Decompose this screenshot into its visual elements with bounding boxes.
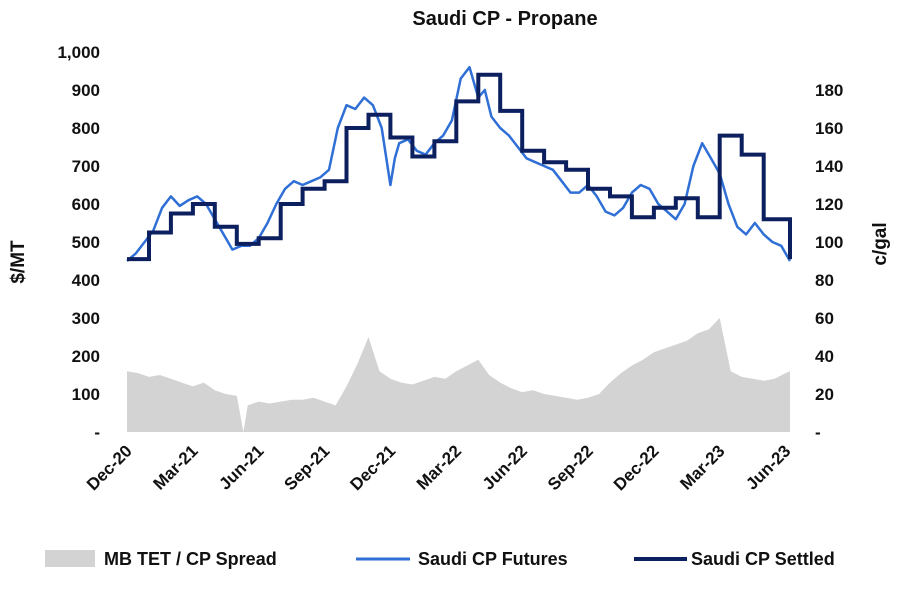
y-tick-label: 300 xyxy=(72,309,100,328)
legend-label-settled: Saudi CP Settled xyxy=(691,549,835,569)
y2-tick-label: 140 xyxy=(815,157,843,176)
settled-step-line xyxy=(127,72,792,262)
y-tick-label: 900 xyxy=(72,81,100,100)
y2-tick-label: 100 xyxy=(815,233,843,252)
y2-tick-label: 80 xyxy=(815,271,834,290)
y2-tick-label: 20 xyxy=(815,385,834,404)
y-tick-label: 200 xyxy=(72,347,100,366)
legend-swatch-spread xyxy=(45,550,95,567)
chart-title: Saudi CP - Propane xyxy=(412,8,597,30)
x-tick-label: Dec-22 xyxy=(610,441,663,494)
futures-line-layer xyxy=(126,65,792,262)
x-axis: Dec-20 Mar-21 Jun-21 Sep-21 Dec-21 Mar-22 Jun-… xyxy=(83,441,794,494)
y2-tick-label: - xyxy=(815,423,821,442)
x-tick-label: Dec-21 xyxy=(346,441,399,494)
y2-tick-label: 40 xyxy=(815,347,834,366)
y2-tick-label: 180 xyxy=(815,81,843,100)
y-axis-left: - 100 200 300 400 500 600 700 800 900 1,000 xyxy=(57,43,100,442)
x-tick-label: Dec-20 xyxy=(83,441,136,494)
y-tick-label: 600 xyxy=(72,195,100,214)
x-tick-label: Mar-23 xyxy=(676,441,728,493)
x-tick-label: Jun-21 xyxy=(215,441,267,493)
spread-area xyxy=(127,318,790,432)
legend: MB TET / CP Spread Saudi CP Futures Saud… xyxy=(45,549,835,569)
x-tick-label: Jun-23 xyxy=(742,441,794,493)
y2-tick-label: 60 xyxy=(815,309,834,328)
y2-tick-label: 160 xyxy=(815,119,843,138)
y-tick-label: 700 xyxy=(72,157,100,176)
legend-label-futures: Saudi CP Futures xyxy=(418,549,568,569)
y2-tick-label: 120 xyxy=(815,195,843,214)
y-axis-title: $/MT xyxy=(8,240,29,284)
legend-label-spread: MB TET / CP Spread xyxy=(104,549,277,569)
y-tick-label: 1,000 xyxy=(57,43,100,62)
y-axis-right: - 20 40 60 80 100 120 140 160 180 xyxy=(815,81,843,442)
x-tick-label: Jun-22 xyxy=(479,441,531,493)
x-tick-label: Mar-22 xyxy=(413,441,465,493)
y-tick-label: 100 xyxy=(72,385,100,404)
x-tick-label: Sep-22 xyxy=(544,441,597,494)
y-tick-label: - xyxy=(94,423,100,442)
x-tick-label: Sep-21 xyxy=(281,441,334,494)
futures-line xyxy=(126,65,792,262)
y-tick-label: 400 xyxy=(72,271,100,290)
settled-line-layer xyxy=(127,72,792,262)
y-tick-label: 800 xyxy=(72,119,100,138)
spread-area-layer xyxy=(127,318,790,432)
y2-axis-title: c/gal xyxy=(870,222,891,265)
y-tick-label: 500 xyxy=(72,233,100,252)
x-tick-label: Mar-21 xyxy=(149,441,201,493)
